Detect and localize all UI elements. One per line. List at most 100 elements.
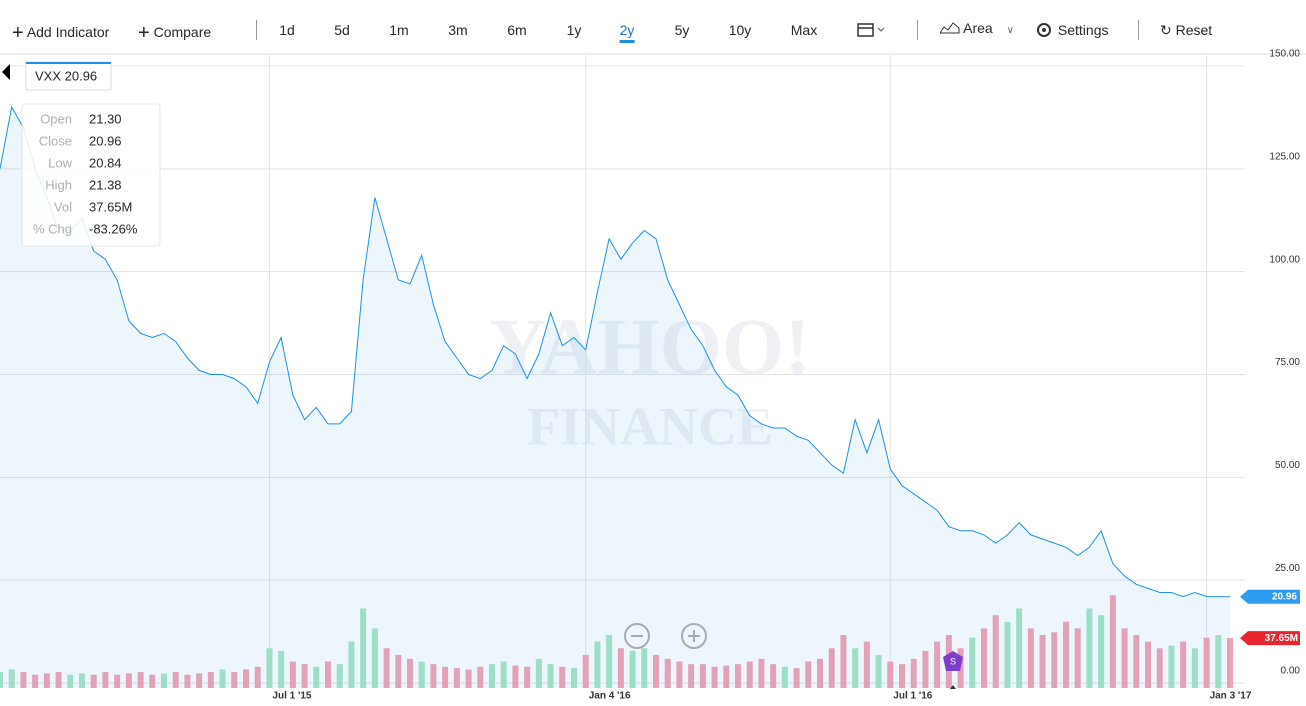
range-button[interactable]: 2y — [619, 22, 635, 43]
symbol-box — [25, 61, 112, 91]
volume-bar — [571, 668, 577, 688]
volume-bar — [477, 666, 484, 688]
volume-bar — [383, 648, 390, 688]
volume-bar — [863, 641, 870, 688]
tooltip-box — [21, 103, 161, 247]
volume-bar — [629, 650, 636, 688]
volume-bar — [758, 658, 765, 688]
symbol-label: VXX 20.96 — [35, 68, 97, 83]
range-button[interactable]: Max — [790, 22, 818, 38]
settings-label: Settings — [1057, 22, 1109, 38]
volume-bar — [617, 648, 624, 688]
chart-type-button[interactable]: Area ∨ — [939, 20, 1014, 36]
y-tick-label: 125.00 — [1269, 151, 1300, 162]
volume-bar — [524, 666, 531, 688]
volume-bar — [922, 650, 929, 688]
volume-bar — [781, 666, 788, 688]
volume-bar — [79, 673, 85, 688]
volume-bar — [711, 666, 718, 688]
volume-bar — [582, 654, 589, 688]
range-button[interactable]: 1d — [279, 22, 295, 38]
volume-bar — [219, 669, 226, 688]
volume-bar — [325, 661, 331, 688]
split-marker[interactable] — [943, 651, 963, 671]
volume-bar — [196, 673, 203, 688]
volume-bar — [875, 654, 882, 688]
compare-button[interactable]: + Compare — [138, 22, 212, 44]
watermark: FINANCE — [527, 396, 773, 456]
volume-bar — [910, 658, 917, 688]
volume-bar — [0, 672, 3, 688]
volume-bar — [1168, 645, 1175, 688]
volume-bar — [465, 669, 472, 688]
tooltip-key: % Chg — [33, 221, 72, 236]
volume-bar — [266, 648, 273, 688]
watermark: YAHOO! — [489, 303, 811, 391]
tooltip-value: 20.84 — [89, 155, 122, 170]
volume-bar — [653, 654, 659, 688]
volume-bar — [1109, 595, 1116, 688]
volume-bar — [1203, 637, 1210, 688]
range-button[interactable]: 3m — [448, 22, 468, 38]
volume-bar — [1191, 648, 1198, 688]
range-button[interactable]: 1y — [566, 22, 582, 38]
volume-bar — [735, 664, 741, 688]
price-area — [0, 107, 1230, 689]
range-button[interactable]: 5d — [334, 22, 350, 38]
volume-bar — [430, 664, 437, 688]
tooltip-key: High — [45, 177, 72, 192]
range-button[interactable]: 10y — [728, 22, 752, 38]
volume-bar — [184, 674, 191, 688]
volume-bar — [32, 674, 39, 688]
add-indicator-button[interactable]: + Add Indicator — [12, 22, 110, 44]
volume-bar — [102, 672, 109, 688]
zoom-out-button[interactable] — [624, 623, 650, 649]
volume-bar — [149, 674, 156, 688]
range-button[interactable]: 6m — [507, 22, 527, 38]
volume-bar — [887, 661, 894, 688]
last-price-tag — [1240, 589, 1300, 604]
x-tick-label: Jan 3 '17 — [1210, 691, 1252, 702]
volume-bar — [559, 666, 566, 688]
volume-bar — [805, 661, 812, 688]
volume-bar — [336, 664, 343, 688]
volume-bar — [67, 674, 74, 688]
x-tick-label: Jul 1 '15 — [272, 691, 312, 702]
compare-label: Compare — [153, 24, 212, 40]
volume-bar — [699, 664, 706, 688]
volume-bar — [1227, 638, 1233, 688]
volume-bar — [770, 664, 777, 688]
symbol-box-accent — [26, 62, 111, 64]
volume-bar — [20, 672, 27, 688]
tooltip-key: Low — [48, 155, 72, 170]
volume-bar — [828, 648, 835, 688]
zoom-in-button[interactable] — [681, 623, 707, 649]
volume-bar — [114, 674, 121, 688]
volume-bar — [746, 661, 753, 688]
tooltip-value: 21.30 — [89, 111, 122, 126]
split-pointer — [950, 685, 956, 689]
y-tick-label: 50.00 — [1275, 460, 1300, 471]
zoom-circle — [681, 623, 707, 649]
separator — [917, 20, 918, 40]
volume-bar — [289, 661, 296, 688]
volume-bar — [172, 672, 179, 688]
tooltip-key: Open — [40, 111, 72, 126]
calendar-button[interactable] — [857, 22, 889, 38]
volume-bar — [1004, 621, 1011, 688]
reset-button[interactable]: ↻ Reset — [1160, 22, 1213, 38]
tooltip-key: Close — [39, 133, 72, 148]
range-button[interactable]: 5y — [674, 22, 690, 38]
volume-bar — [243, 669, 249, 688]
volume-bar — [969, 637, 976, 688]
settings-button[interactable]: Settings — [1036, 22, 1108, 38]
reset-label: Reset — [1175, 22, 1213, 38]
volume-bar — [852, 648, 859, 688]
tooltip-value: 37.65M — [89, 199, 132, 214]
zoom-circle — [624, 623, 650, 649]
last-volume-label: 37.65M — [1265, 633, 1298, 644]
range-button[interactable]: 1m — [389, 22, 409, 38]
volume-bar — [1027, 628, 1034, 688]
volume-bar — [934, 641, 941, 688]
